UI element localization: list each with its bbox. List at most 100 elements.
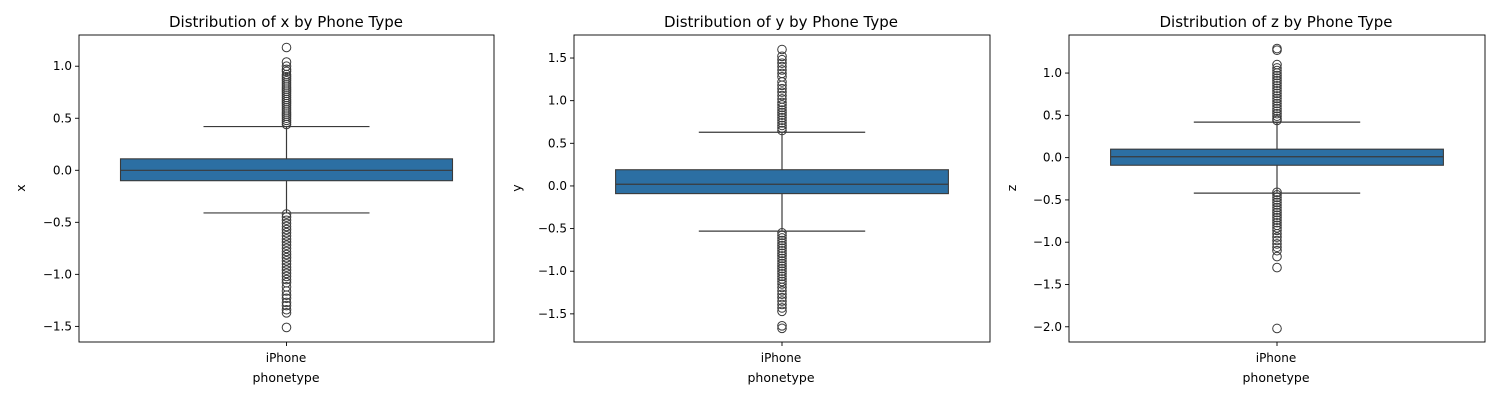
outlier-point: [777, 266, 787, 277]
outlier-point: [1272, 45, 1282, 56]
outlier-point: [281, 271, 292, 282]
outlier-point: [1272, 80, 1282, 91]
x-axis-label: phonetype: [747, 370, 814, 385]
outlier-point: [1272, 235, 1282, 246]
outlier-point: [1272, 103, 1282, 114]
outlier-point: [777, 279, 787, 289]
outlier-point: [777, 90, 787, 101]
outlier-point: [777, 51, 787, 62]
y-tick-label: 1.0: [53, 59, 72, 73]
y-tick-label: −1.0: [1033, 235, 1062, 249]
outlier-point: [1272, 65, 1282, 76]
outlier-point: [281, 231, 292, 241]
y-tick-label: −0.5: [1033, 193, 1062, 207]
y-tick-label: 0.5: [1043, 108, 1062, 122]
outlier-point: [1272, 111, 1282, 121]
outlier-point: [777, 276, 787, 287]
outlier-point: [281, 221, 292, 232]
outlier-point: [777, 123, 787, 133]
outlier-point: [1272, 98, 1282, 109]
outlier-point: [777, 258, 787, 269]
y-axis-label: y: [509, 184, 524, 192]
outlier-point: [777, 83, 787, 94]
outlier-point: [1272, 228, 1282, 239]
outlier-point: [777, 230, 787, 241]
y-tick-label: −2.0: [1033, 320, 1062, 334]
outlier-point: [777, 292, 787, 303]
outlier-point: [1272, 83, 1282, 94]
outlier-point: [1272, 70, 1282, 81]
outlier-point: [777, 256, 787, 266]
y-tick-label: −1.0: [538, 264, 567, 278]
outlier-point: [777, 243, 787, 253]
outlier-point: [777, 240, 787, 251]
outlier-point: [281, 252, 292, 263]
outlier-point: [1272, 225, 1282, 236]
outlier-point: [777, 105, 787, 115]
x-axis-label: phonetype: [1242, 370, 1309, 385]
chart-title: Distribution of y by Phone Type: [664, 13, 898, 31]
outlier-point: [777, 110, 787, 120]
outlier-point: [777, 320, 787, 331]
outlier-point: [281, 274, 292, 285]
x-tick-label: iPhone: [761, 351, 802, 365]
outlier-point: [281, 215, 292, 226]
outlier-point: [1272, 68, 1282, 78]
outlier-point: [281, 42, 292, 53]
outlier-point: [1272, 96, 1282, 106]
outlier-point: [281, 297, 292, 308]
outlier-point: [1272, 212, 1282, 223]
outlier-point: [281, 249, 292, 260]
outlier-point: [777, 87, 787, 97]
outlier-point: [777, 245, 787, 256]
outlier-point: [1272, 217, 1282, 228]
outlier-point: [777, 61, 787, 72]
outlier-point: [777, 54, 787, 65]
outlier-point: [1272, 106, 1282, 116]
outlier-point: [777, 44, 787, 55]
y-tick-label: 0.0: [548, 179, 567, 193]
outlier-point: [1272, 205, 1282, 215]
outlier-point: [281, 265, 292, 275]
outlier-point: [1272, 245, 1282, 256]
outlier-point: [777, 271, 787, 282]
x-tick-label: iPhone: [1256, 351, 1297, 365]
outlier-point: [777, 118, 787, 128]
y-tick-label: 1.5: [548, 51, 567, 65]
x-axis-label: phonetype: [252, 370, 319, 385]
y-tick-label: −1.5: [538, 307, 567, 321]
y-tick-label: −0.5: [538, 222, 567, 236]
outlier-point: [1272, 108, 1282, 119]
outlier-point: [777, 125, 787, 136]
outlier-point: [1272, 192, 1282, 203]
outlier-point: [777, 323, 787, 334]
outlier-point: [1272, 91, 1282, 101]
outlier-point: [777, 286, 787, 296]
outlier-point: [777, 77, 787, 87]
outlier-point: [281, 57, 292, 67]
outlier-point: [281, 243, 292, 254]
outlier-point: [281, 308, 292, 318]
outlier-point: [777, 115, 787, 126]
outlier-point: [281, 262, 292, 272]
outlier-point: [777, 65, 787, 75]
outlier-point: [777, 299, 787, 310]
outlier-point: [281, 290, 292, 300]
chart-title: Distribution of z by Phone Type: [1160, 13, 1393, 31]
outlier-point: [1272, 115, 1282, 126]
outlier-point: [281, 240, 292, 251]
outlier-point: [281, 212, 292, 222]
outlier-point: [1272, 78, 1282, 89]
outlier-point: [281, 286, 292, 296]
outlier-point: [777, 261, 787, 271]
outlier-point: [777, 306, 787, 317]
outlier-point: [777, 102, 787, 113]
y-tick-label: 0.5: [548, 136, 567, 150]
outlier-point: [777, 235, 787, 246]
outlier-point: [1272, 195, 1282, 205]
y-tick-label: −0.5: [43, 215, 72, 229]
outlier-point: [777, 251, 787, 261]
outlier-point: [281, 218, 292, 229]
outlier-point: [281, 246, 292, 257]
